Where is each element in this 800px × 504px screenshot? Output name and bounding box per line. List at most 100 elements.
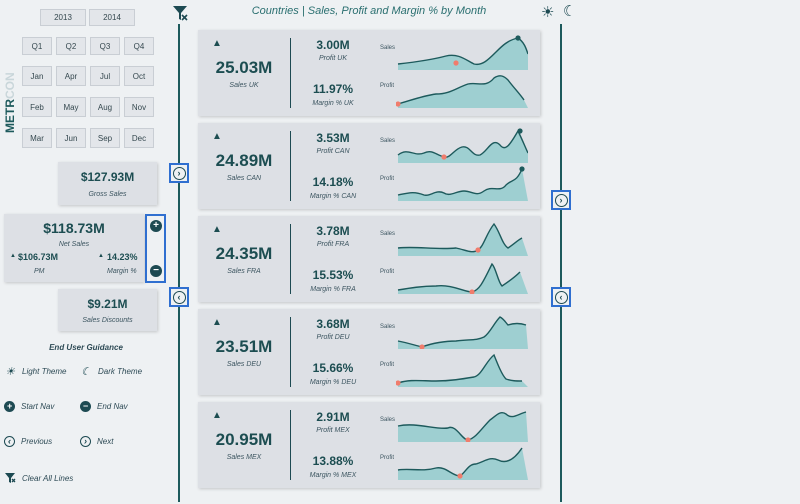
net-sales-card: $118.73M Net Sales ▲ $106.73M PM ▲ 14.23… — [4, 214, 144, 282]
dark-theme-label: Dark Theme — [98, 366, 143, 376]
month-oct-button[interactable]: Oct — [124, 66, 154, 86]
country-sales-value: 20.95M — [215, 430, 273, 449]
profit-sparkline-line — [397, 262, 521, 293]
country-margin-label: Margin % FRA — [310, 286, 356, 293]
country-sales-label: Sales CAN — [226, 175, 262, 182]
gross-sales-value: $127.93M — [80, 170, 135, 184]
profit-sparkline-area — [398, 75, 528, 108]
plus-circle-icon: + — [4, 401, 15, 412]
country-sales-value: 24.89M — [215, 151, 273, 170]
arrow-left-icon: ‹ — [172, 290, 186, 304]
profit-sparkline-label: Profit — [380, 269, 395, 275]
sales-sparkline-low-marker — [475, 247, 481, 253]
trend-up-icon: ▲ — [212, 317, 222, 328]
profit-sparkline — [397, 262, 528, 294]
country-profit-value: 3.78M — [316, 224, 350, 238]
profit-sparkline — [396, 353, 528, 387]
light-theme-button[interactable]: ☀ — [541, 4, 555, 21]
profit-sparkline-line — [397, 353, 523, 384]
collapse-button[interactable]: − — [150, 265, 162, 277]
quarter-q4-button[interactable]: Q4 — [124, 37, 154, 55]
pm-value: $106.73M — [18, 252, 59, 262]
next-button-left[interactable]: › — [169, 163, 189, 183]
end-nav-label: End Nav — [97, 402, 128, 411]
sales-sparkline-area — [398, 412, 528, 442]
country-card: ▲ 20.95M Sales MEX 2.91M Profit MEX 13.8… — [198, 402, 540, 488]
next-button-right[interactable]: › — [551, 190, 571, 210]
country-card: ▲ 24.35M Sales FRA 3.78M Profit FRA 15.5… — [198, 216, 540, 302]
clear-filters-icon[interactable] — [171, 4, 189, 22]
sales-sparkline-label: Sales — [380, 138, 396, 144]
country-margin-label: Margin % DEU — [309, 379, 357, 386]
year-2014-button[interactable]: 2014 — [89, 9, 135, 26]
month-jul-button[interactable]: Jul — [90, 66, 120, 86]
sales-sparkline-line — [397, 222, 523, 253]
month-nov-button[interactable]: Nov — [124, 97, 154, 117]
quarter-q1-button[interactable]: Q1 — [22, 37, 52, 55]
sales-sparkline-low-marker — [453, 60, 459, 66]
margin-value: 14.23% — [107, 252, 138, 262]
page-title: Countries | Sales, Profit and Margin % b… — [251, 5, 487, 17]
clear-all-guide: Clear All Lines — [4, 472, 73, 484]
trend-up-icon: ▲ — [212, 131, 222, 142]
sales-sparkline-label: Sales — [380, 231, 396, 237]
dark-theme-button[interactable]: ☾ — [563, 3, 577, 20]
pm-trend-icon: ▲ — [10, 253, 16, 259]
previous-label: Previous — [21, 437, 53, 446]
sales-sparkline — [397, 128, 528, 163]
dark-theme-guide: ☾ Dark Theme — [80, 365, 143, 378]
country-sales-value: 25.03M — [215, 58, 273, 77]
country-margin-value: 13.88% — [312, 454, 354, 468]
country-sales-value: 24.35M — [215, 244, 273, 263]
profit-sparkline-area — [398, 169, 528, 201]
profit-sparkline-low-marker — [457, 473, 463, 479]
month-mar-button[interactable]: Mar — [22, 128, 52, 148]
month-aug-button[interactable]: Aug — [90, 97, 120, 117]
margin-trend-icon: ▲ — [98, 253, 104, 259]
year-2013-button[interactable]: 2013 — [40, 9, 86, 26]
quarter-q3-button[interactable]: Q3 — [90, 37, 120, 55]
quarter-q2-button[interactable]: Q2 — [56, 37, 86, 55]
month-may-button[interactable]: May — [56, 97, 86, 117]
arrow-right-circle-icon: › — [80, 436, 91, 447]
nav-expand-control: + − — [145, 214, 166, 283]
sales-sparkline — [397, 316, 528, 349]
arrow-left-circle-icon: ‹ — [4, 436, 15, 447]
expand-button[interactable]: + — [150, 220, 162, 232]
sales-sparkline — [397, 35, 528, 70]
right-divider-line — [560, 24, 562, 502]
profit-sparkline — [397, 447, 528, 480]
country-margin-label: Margin % CAN — [309, 193, 357, 200]
profit-sparkline-label: Profit — [380, 83, 395, 89]
brand-logo-text: METRCON — [3, 72, 17, 133]
light-theme-label: Light Theme — [22, 366, 67, 376]
net-sales-label: Net Sales — [58, 241, 90, 248]
previous-button-left[interactable]: ‹ — [169, 287, 189, 307]
brand-metr: METR — [3, 99, 17, 133]
card-divider — [290, 410, 291, 480]
country-sales-label: Sales FRA — [227, 268, 261, 275]
sales-sparkline-low-marker — [441, 154, 447, 160]
country-profit-label: Profit CAN — [316, 148, 350, 155]
previous-button-right[interactable]: ‹ — [551, 287, 571, 307]
month-jun-button[interactable]: Jun — [56, 128, 86, 148]
country-profit-label: Profit FRA — [316, 241, 350, 248]
month-sep-button[interactable]: Sep — [90, 128, 120, 148]
end-nav-guide: − End Nav — [80, 401, 128, 412]
start-nav-guide: + Start Nav — [4, 401, 54, 412]
month-jan-button[interactable]: Jan — [22, 66, 52, 86]
sales-sparkline-line — [397, 129, 528, 158]
month-apr-button[interactable]: Apr — [56, 66, 86, 86]
profit-sparkline-label: Profit — [380, 455, 395, 461]
profit-sparkline-line — [397, 75, 525, 105]
country-sales-label: Sales MEX — [226, 454, 262, 461]
country-profit-label: Profit UK — [318, 55, 347, 62]
month-feb-button[interactable]: Feb — [22, 97, 52, 117]
country-margin-value: 14.18% — [312, 175, 354, 189]
moon-icon: ☾ — [81, 365, 91, 378]
month-dec-button[interactable]: Dec — [124, 128, 154, 148]
arrow-right-icon: › — [172, 166, 186, 180]
profit-sparkline-line — [397, 168, 523, 197]
country-margin-value: 15.66% — [312, 361, 354, 375]
minus-circle-icon: − — [80, 401, 91, 412]
